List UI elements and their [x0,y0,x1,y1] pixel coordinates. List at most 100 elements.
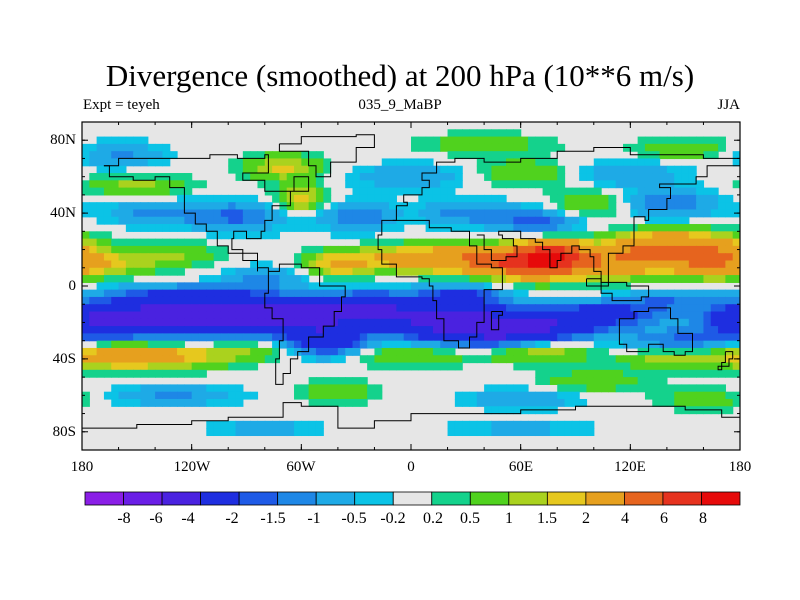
field-cell [330,289,339,298]
field-cell [586,209,595,218]
field-cell [315,347,324,356]
field-cell [191,202,200,211]
field-cell [155,282,164,291]
field-cell [301,245,310,254]
field-cell [462,398,471,407]
field-cell [615,238,624,247]
field-cell [718,384,726,393]
field-cell [257,347,266,356]
field-cell [469,340,478,349]
field-cell [337,216,346,225]
field-cell [462,267,471,276]
field-cell [527,391,536,400]
field-cell [688,260,697,269]
field-cell [367,289,376,298]
field-cell [447,333,456,342]
field-cell [162,238,171,247]
field-cell [308,355,317,364]
field-cell [725,398,734,407]
field-cell [206,391,215,400]
field-cell [389,289,397,298]
field-cell [440,194,449,203]
field-cell [571,275,580,283]
field-cell [345,311,354,320]
field-cell [147,326,156,334]
field-cell [491,180,500,189]
field-cell [630,384,639,393]
field-cell [432,202,441,211]
field-cell [725,202,734,211]
field-cell [601,384,609,393]
field-cell [125,224,134,232]
field-cell [652,245,661,254]
field-cell [359,202,368,211]
field-cell [469,391,478,400]
field-cell [454,216,463,225]
field-cell [484,326,493,334]
field-cell [133,362,142,371]
field-cell [294,296,302,305]
field-cell [491,420,500,429]
field-cell [111,296,120,305]
field-cell [710,318,719,327]
field-cell [96,245,105,254]
field-cell [593,326,602,334]
field-cell [601,296,609,305]
field-cell [345,216,354,225]
field-cell [535,311,544,320]
field-cell [476,216,485,225]
field-cell [177,398,185,407]
field-cell [162,209,171,218]
field-cell [206,362,215,371]
field-cell [432,347,441,356]
field-cell [732,151,740,160]
field-cell [637,362,646,371]
field-cell [593,173,602,181]
field-cell [652,260,661,269]
field-cell [389,158,397,167]
field-cell [484,224,493,232]
field-cell [345,275,354,283]
field-cell [352,187,361,196]
field-cell [125,238,134,247]
field-cell [162,216,171,225]
field-cell [89,326,98,334]
field-cell [111,260,120,269]
field-cell [118,260,127,269]
field-cell [133,318,142,327]
field-cell [476,420,485,429]
field-cell [125,326,134,334]
field-cell [601,253,609,262]
field-cell [82,326,90,334]
field-cell [352,267,361,276]
field-cell [184,173,193,181]
field-cell [564,428,573,437]
field-cell [542,173,551,181]
field-cell [718,340,726,349]
field-cell [89,187,98,196]
field-cell [696,260,705,269]
field-cell [703,194,712,203]
field-cell [103,238,112,247]
field-cell [235,296,244,305]
field-cell [367,275,376,283]
field-cell [527,136,536,145]
field-cell [535,318,544,327]
field-cell [447,238,456,247]
field-cell [359,267,368,276]
field-cell [454,180,463,189]
field-cell [681,391,690,400]
field-cell [549,355,558,364]
field-cell [557,391,566,400]
field-cell [140,289,149,298]
field-cell [352,326,361,334]
field-cell [425,253,434,262]
field-cell [469,318,478,327]
field-cell [198,326,207,334]
field-cell [513,428,522,437]
field-cell [542,311,551,320]
field-cell [315,340,324,349]
field-cell [571,369,580,378]
field-cell [169,180,178,189]
field-cell [103,260,112,269]
